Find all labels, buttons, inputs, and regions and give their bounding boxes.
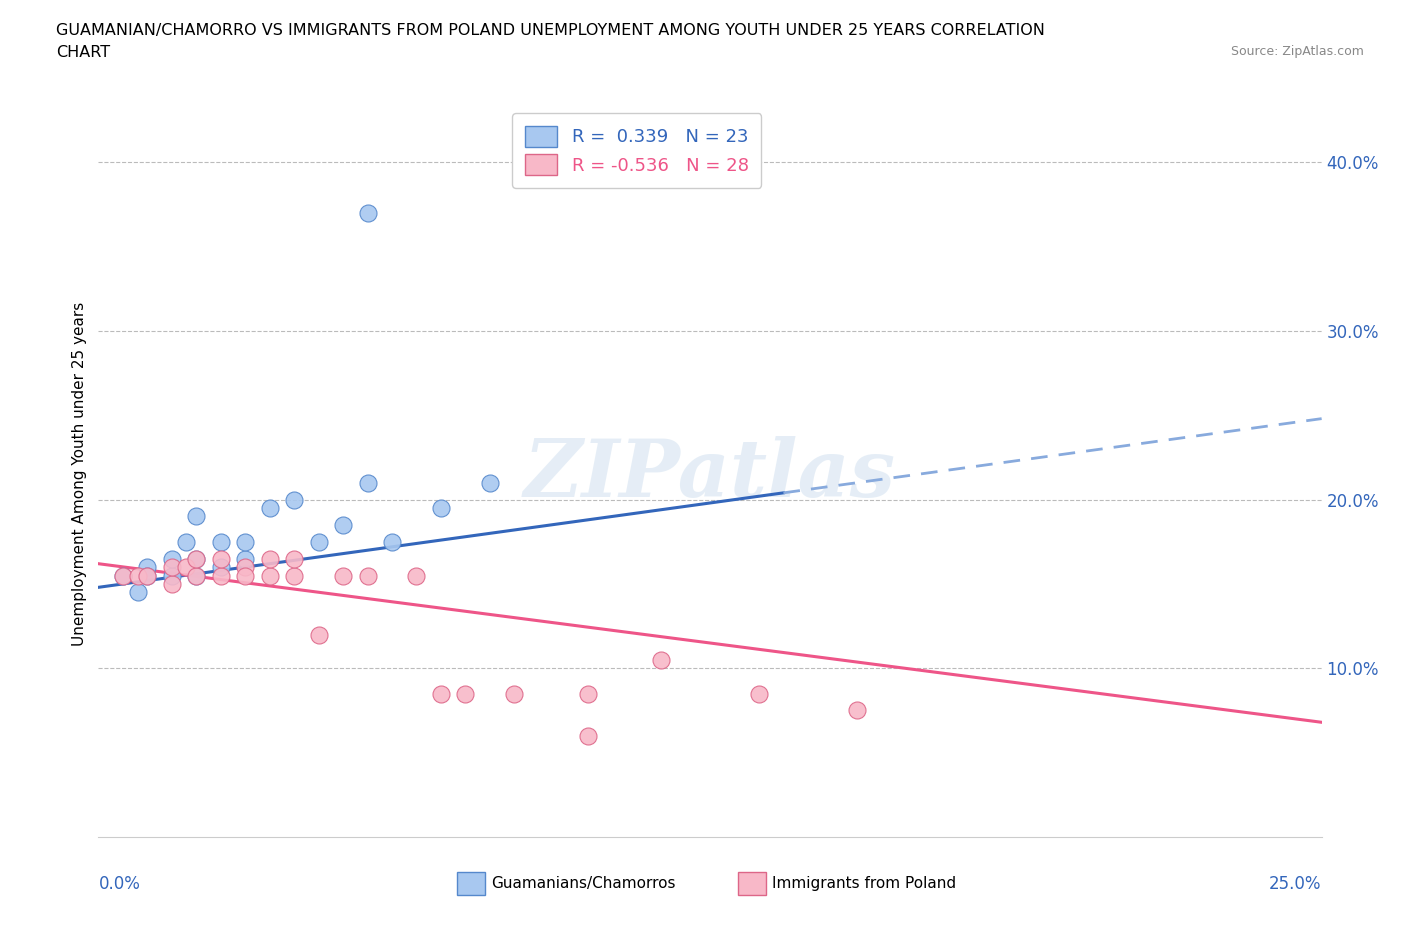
Point bbox=[405, 568, 427, 583]
Point bbox=[233, 535, 256, 550]
Text: 0.0%: 0.0% bbox=[98, 874, 141, 893]
Point bbox=[356, 568, 378, 583]
Point bbox=[283, 492, 305, 507]
Point bbox=[209, 568, 232, 583]
Point bbox=[748, 686, 770, 701]
Point bbox=[127, 568, 149, 583]
Point bbox=[478, 475, 501, 490]
Point bbox=[111, 568, 134, 583]
Point bbox=[136, 560, 159, 575]
Point bbox=[160, 560, 183, 575]
Point bbox=[233, 568, 256, 583]
Text: CHART: CHART bbox=[56, 45, 110, 60]
Point bbox=[259, 551, 281, 566]
Text: Guamanians/Chamorros: Guamanians/Chamorros bbox=[491, 876, 675, 891]
Point bbox=[186, 509, 208, 524]
Point bbox=[136, 568, 159, 583]
Text: ZIPatlas: ZIPatlas bbox=[524, 435, 896, 513]
Point bbox=[308, 627, 330, 642]
Point bbox=[430, 686, 453, 701]
Point bbox=[283, 568, 305, 583]
Text: 25.0%: 25.0% bbox=[1270, 874, 1322, 893]
Text: Source: ZipAtlas.com: Source: ZipAtlas.com bbox=[1230, 45, 1364, 58]
Point bbox=[332, 517, 354, 532]
Point bbox=[233, 560, 256, 575]
Point bbox=[308, 535, 330, 550]
Point bbox=[576, 686, 599, 701]
Point bbox=[136, 568, 159, 583]
Point bbox=[356, 206, 378, 220]
Point bbox=[356, 475, 378, 490]
Point bbox=[209, 535, 232, 550]
Point bbox=[332, 568, 354, 583]
Point bbox=[160, 568, 183, 583]
Point bbox=[845, 703, 868, 718]
Point bbox=[186, 568, 208, 583]
Point bbox=[176, 535, 198, 550]
Point bbox=[186, 551, 208, 566]
Point bbox=[186, 568, 208, 583]
Point bbox=[430, 500, 453, 515]
Point bbox=[111, 568, 134, 583]
Point bbox=[259, 568, 281, 583]
Text: GUAMANIAN/CHAMORRO VS IMMIGRANTS FROM POLAND UNEMPLOYMENT AMONG YOUTH UNDER 25 Y: GUAMANIAN/CHAMORRO VS IMMIGRANTS FROM PO… bbox=[56, 23, 1045, 38]
Point bbox=[283, 551, 305, 566]
Point bbox=[127, 585, 149, 600]
Point bbox=[209, 560, 232, 575]
Point bbox=[186, 551, 208, 566]
Point bbox=[576, 728, 599, 743]
Point bbox=[176, 560, 198, 575]
Point bbox=[454, 686, 477, 701]
Point bbox=[650, 653, 672, 668]
Point bbox=[381, 535, 404, 550]
Point bbox=[233, 551, 256, 566]
Legend: R =  0.339   N = 23, R = -0.536   N = 28: R = 0.339 N = 23, R = -0.536 N = 28 bbox=[512, 113, 761, 188]
Point bbox=[160, 577, 183, 591]
Point bbox=[160, 551, 183, 566]
Point bbox=[259, 500, 281, 515]
Point bbox=[503, 686, 526, 701]
Y-axis label: Unemployment Among Youth under 25 years: Unemployment Among Youth under 25 years bbox=[72, 302, 87, 646]
Point bbox=[209, 551, 232, 566]
Text: Immigrants from Poland: Immigrants from Poland bbox=[772, 876, 956, 891]
